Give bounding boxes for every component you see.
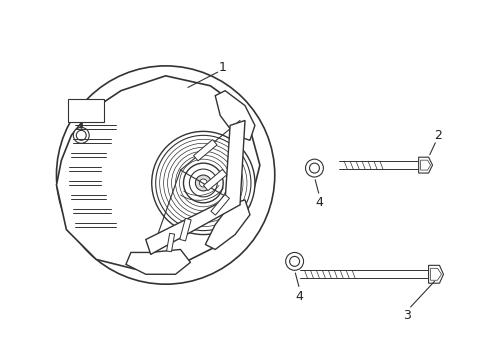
Circle shape (234, 215, 240, 221)
Polygon shape (167, 233, 174, 252)
Polygon shape (205, 200, 250, 249)
Text: 4: 4 (316, 196, 323, 209)
Polygon shape (203, 169, 227, 191)
Circle shape (152, 131, 255, 235)
Text: 1: 1 (218, 61, 226, 75)
Circle shape (190, 169, 217, 197)
Bar (69, 99, 104, 122)
Circle shape (153, 261, 159, 267)
Polygon shape (56, 76, 260, 269)
Text: 4: 4 (295, 289, 303, 303)
Text: 2: 2 (435, 129, 442, 142)
Circle shape (199, 179, 207, 187)
Polygon shape (126, 249, 191, 274)
Polygon shape (215, 91, 255, 140)
Polygon shape (146, 121, 245, 255)
Circle shape (306, 159, 323, 177)
Circle shape (286, 252, 303, 270)
Polygon shape (429, 265, 443, 283)
Circle shape (74, 127, 89, 143)
Circle shape (196, 175, 211, 191)
Circle shape (235, 114, 241, 121)
Circle shape (76, 130, 86, 140)
Polygon shape (211, 194, 229, 215)
Text: 3: 3 (403, 310, 411, 323)
Polygon shape (194, 140, 217, 161)
Circle shape (183, 163, 223, 203)
Polygon shape (418, 157, 433, 173)
Polygon shape (180, 218, 191, 241)
